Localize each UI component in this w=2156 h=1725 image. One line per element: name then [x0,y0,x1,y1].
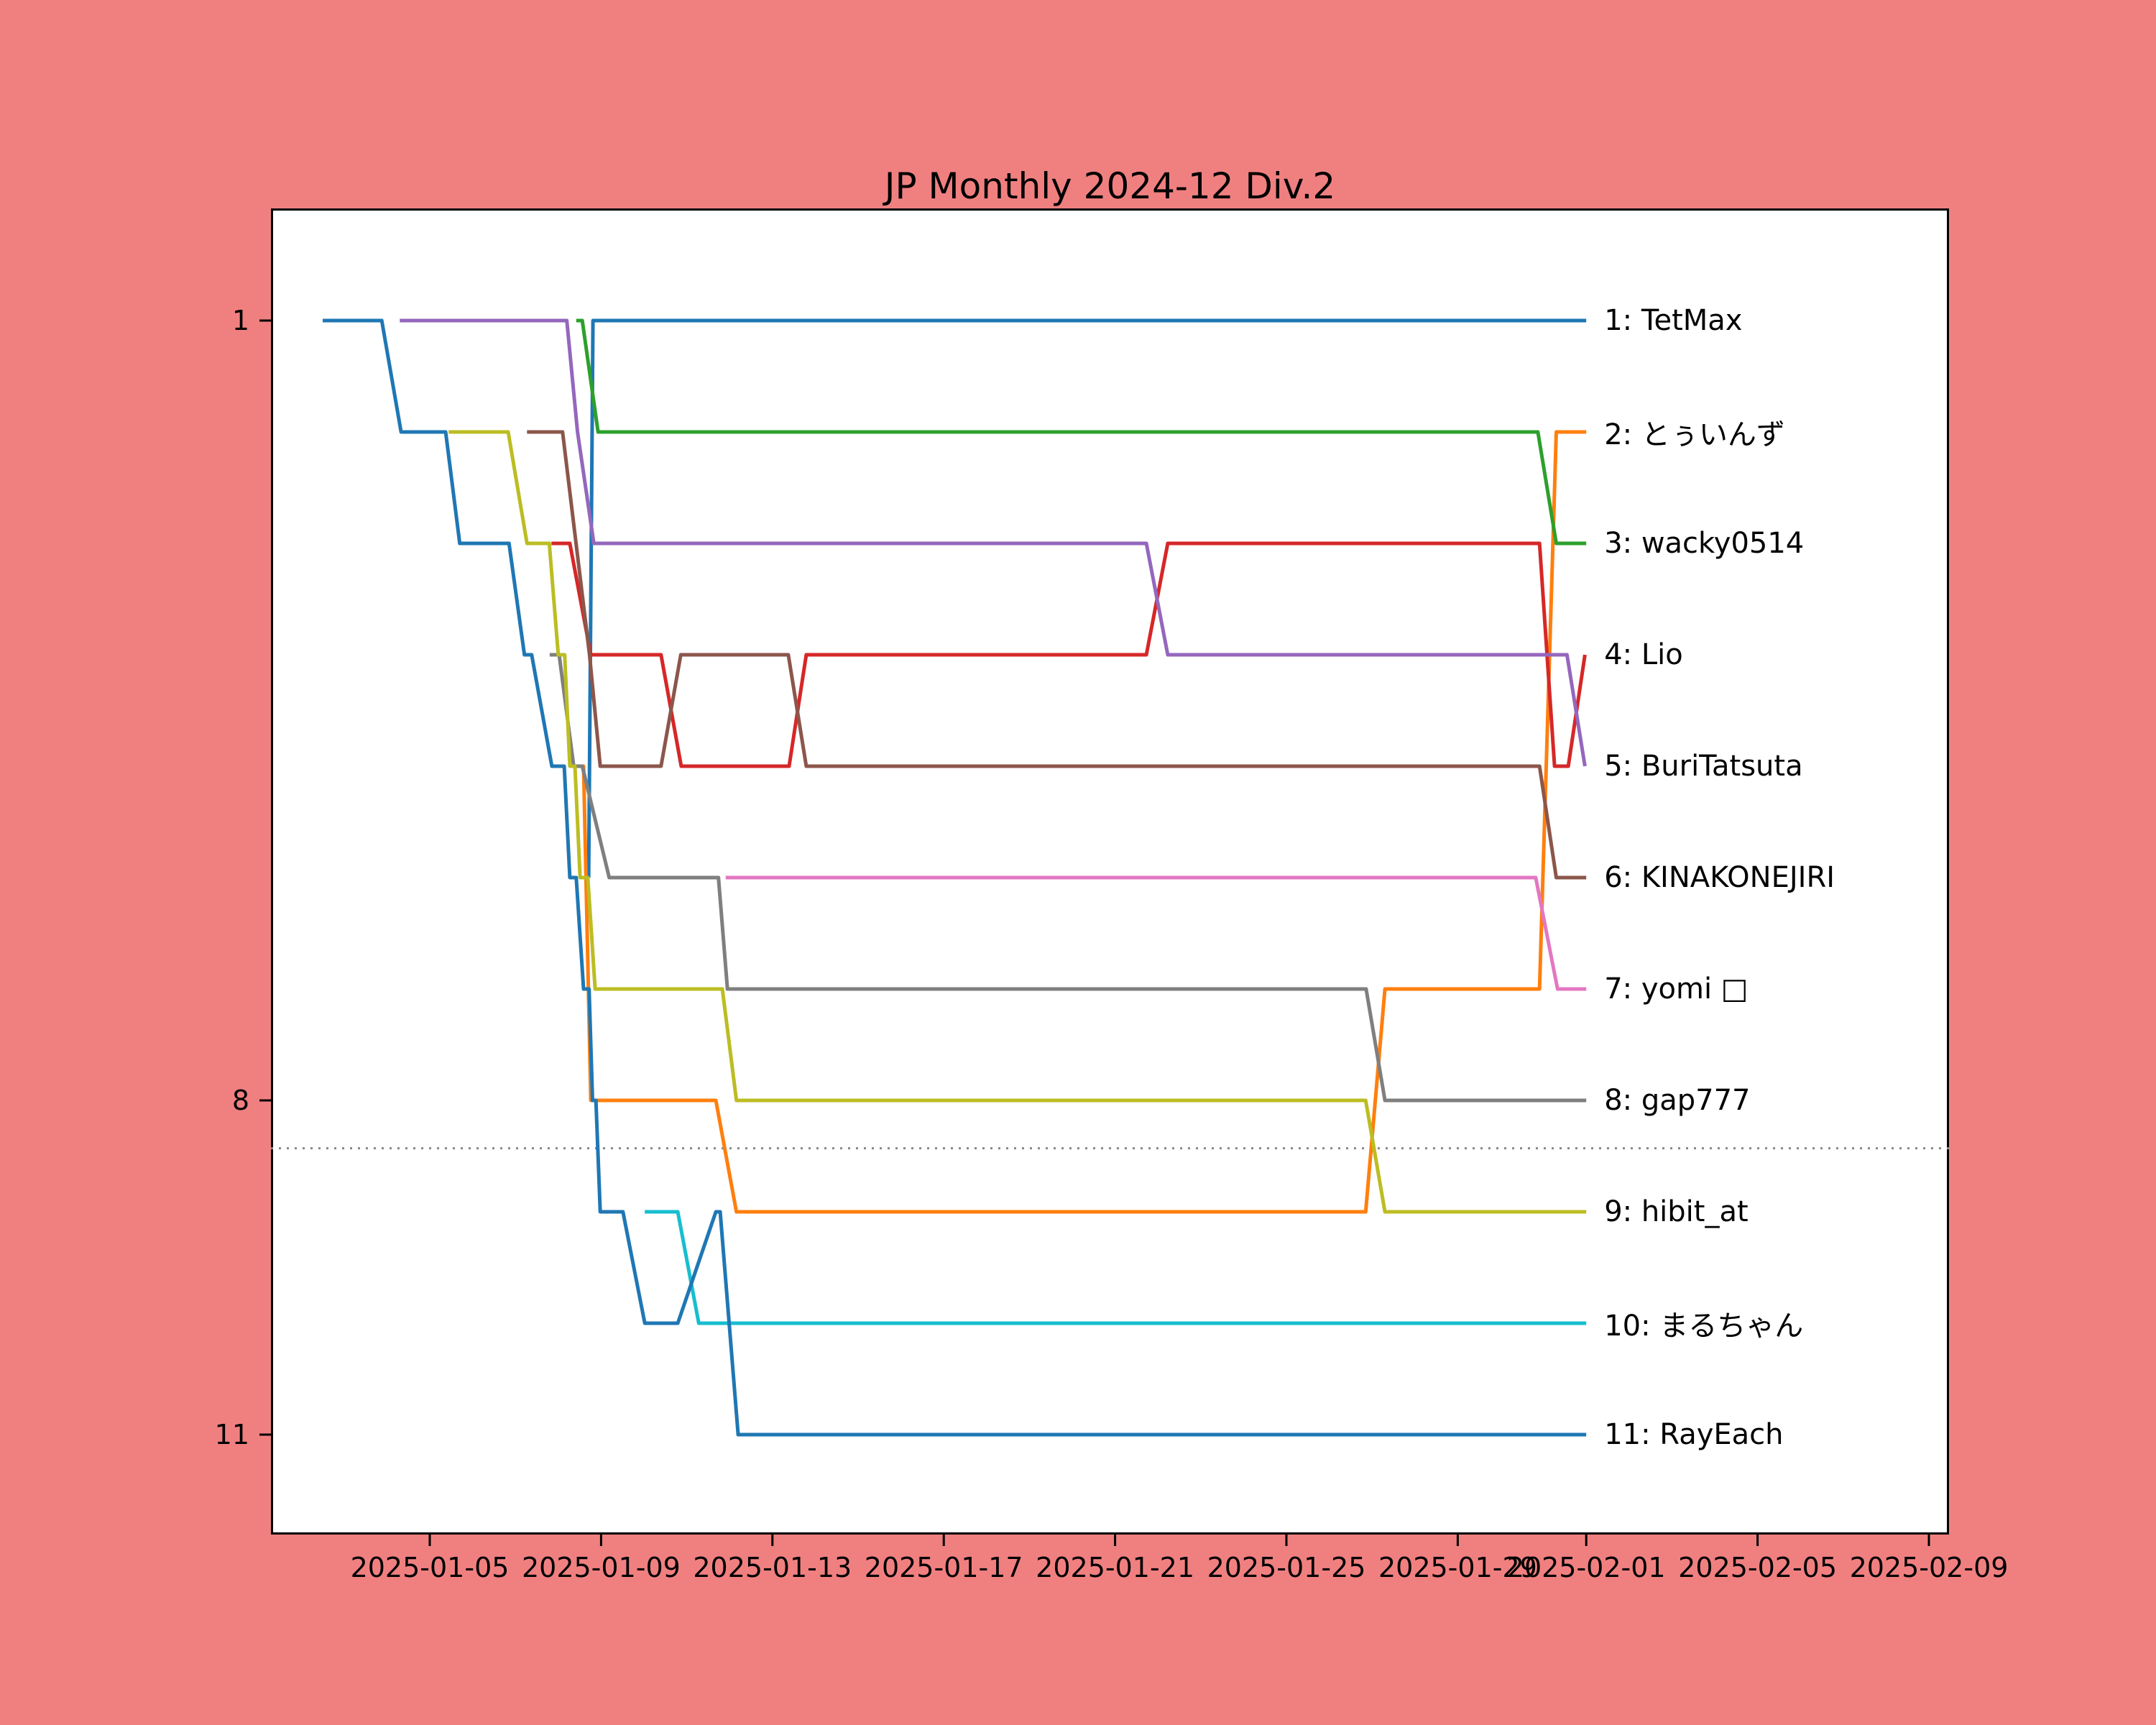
x-tick-label: 2025-01-17 [864,1552,1023,1583]
legend-label-rank-9: 9: hibit_at [1604,1195,1749,1228]
x-tick-label: 2025-02-01 [1506,1552,1666,1583]
legend-label-rank-5: 5: BuriTatsuta [1604,750,1803,783]
y-tick-label: 8 [231,1085,249,1116]
legend-label-rank-1: 1: TetMax [1604,304,1743,337]
legend-label-rank-11: 11: RayEach [1604,1418,1784,1451]
legend-label-rank-2: 2: とぅいんず [1604,418,1785,451]
x-tick-label: 2025-01-05 [350,1552,510,1583]
x-tick-label: 2025-01-21 [1036,1552,1195,1583]
legend-label-rank-7: 7: yomi □ [1604,972,1749,1006]
legend-label-rank-4: 4: Lio [1604,638,1683,671]
x-tick-label: 2025-01-09 [521,1552,681,1583]
legend-label-rank-3: 3: wacky0514 [1604,527,1805,560]
legend-label-rank-6: 6: KINAKONEJIRI [1604,861,1835,894]
x-tick-label: 2025-01-25 [1207,1552,1366,1583]
x-tick-label: 2025-01-29 [1378,1552,1537,1583]
chart-title: JP Monthly 2024-12 Div.2 [884,165,1336,207]
x-tick-label: 2025-02-09 [1849,1552,2009,1583]
x-tick-label: 2025-01-13 [693,1552,852,1583]
y-tick-label: 1 [231,305,249,336]
legend-label-rank-8: 8: gap777 [1604,1084,1751,1117]
legend-label-rank-10: 10: まるちゃん [1604,1310,1804,1343]
x-tick-label: 2025-02-05 [1678,1552,1838,1583]
y-tick-label: 11 [214,1419,249,1450]
